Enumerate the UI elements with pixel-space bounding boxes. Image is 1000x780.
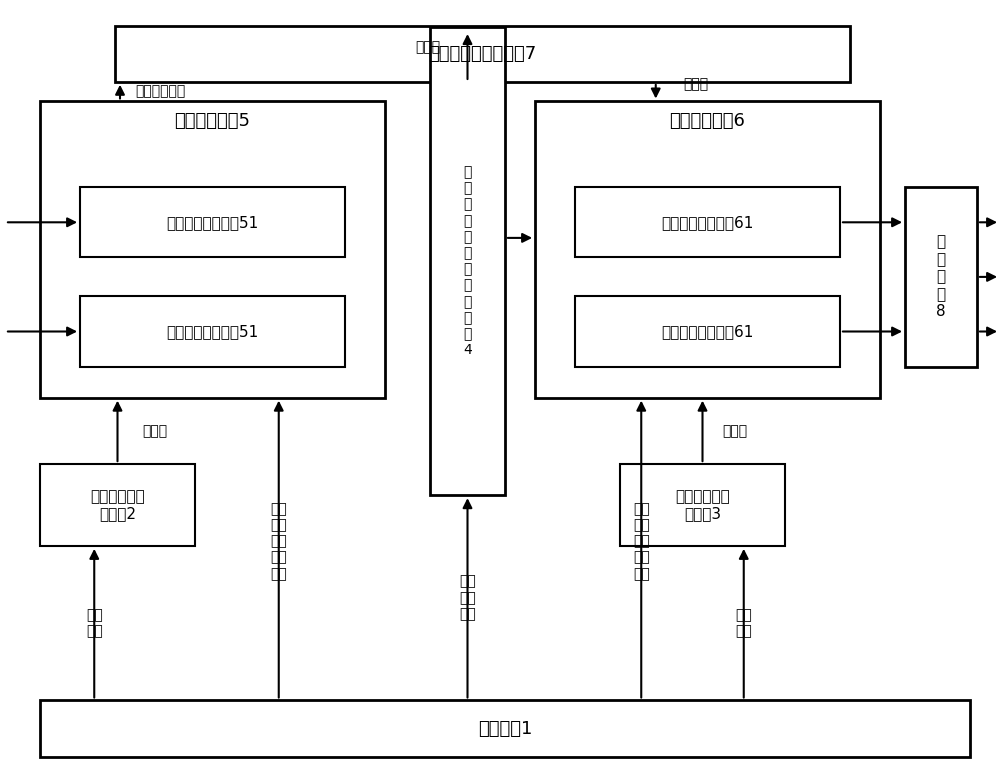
Bar [40,700,970,757]
Bar [40,464,195,546]
Bar [80,296,345,367]
Bar [575,187,840,257]
Text: 写入
使能: 写入 使能 [735,608,752,638]
Bar [535,101,880,398]
Text: 触发输出管理模块61: 触发输出管理模块61 [661,324,754,339]
Bar [905,187,977,367]
Text: 控制单元1: 控制单元1 [478,719,532,738]
Text: 触发输入模块5: 触发输入模块5 [175,112,250,130]
Bar [40,101,385,398]
Text: 供查询: 供查询 [143,424,168,438]
Text: 触发输入管理模块51: 触发输入管理模块51 [166,324,259,339]
Text: 触发输入使能
寄存器2: 触发输入使能 寄存器2 [90,489,145,521]
Bar [80,187,345,257]
Text: 供查询: 供查询 [415,40,440,54]
Text: 写入触发状态: 写入触发状态 [135,85,185,98]
Bar [430,27,505,495]
Text: 触发输入管理模块51: 触发输入管理模块51 [166,215,259,230]
Text: 触发输出模块6: 触发输出模块6 [670,112,745,130]
Text: 触发输出管理模块61: 触发输出管理模块61 [661,215,754,230]
Text: 触发输入状态寄存器7: 触发输入状态寄存器7 [428,44,537,63]
Text: 写入
选通
关系: 写入 选通 关系 [459,575,476,621]
Text: 触
发
输
入
输
出
选
通
寄
存
器
4: 触 发 输 入 输 出 选 通 寄 存 器 4 [463,165,472,357]
Bar [575,296,840,367]
Text: 延
时
模
块
8: 延 时 模 块 8 [936,235,946,319]
Bar [115,26,850,82]
Text: 供查询: 供查询 [722,424,748,438]
Text: 写入
使能: 写入 使能 [86,608,103,638]
Text: 写入
各管
理模
块寄
存器: 写入 各管 理模 块寄 存器 [270,502,287,581]
Bar [620,464,785,546]
Text: 触发输出使能
寄存器3: 触发输出使能 寄存器3 [675,489,730,521]
Text: 供查询: 供查询 [683,77,708,90]
Text: 写入
各管
理模
块寄
存器: 写入 各管 理模 块寄 存器 [633,502,650,581]
